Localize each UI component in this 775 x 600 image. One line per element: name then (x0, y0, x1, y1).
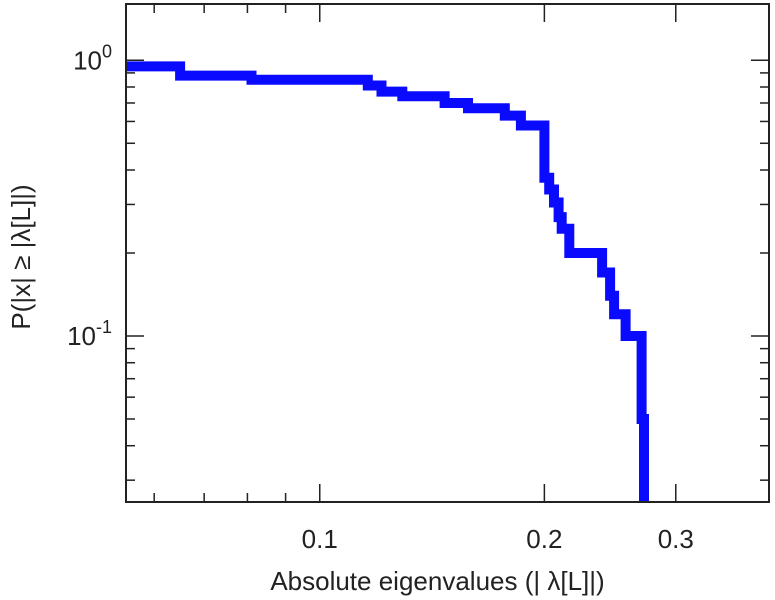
y-tick-label: 10-1 (67, 317, 112, 351)
plot-frame (125, 3, 770, 503)
x-axis-label: Absolute eigenvalues (| λ[L]|) (270, 566, 604, 596)
y-axis-label: P(|x| ≥ |λ[L]|) (6, 184, 36, 329)
series-group (126, 61, 649, 502)
tick-labels: 0.1 0.2 0.3 100 10-1 (67, 41, 694, 554)
x-tick-label: 0.1 (302, 524, 338, 554)
tick-marks (126, 4, 769, 502)
series-line-0 (126, 61, 649, 502)
x-tick-label: 0.2 (526, 524, 562, 554)
y-tick-label: 100 (73, 41, 112, 75)
x-tick-label: 0.3 (658, 524, 694, 554)
